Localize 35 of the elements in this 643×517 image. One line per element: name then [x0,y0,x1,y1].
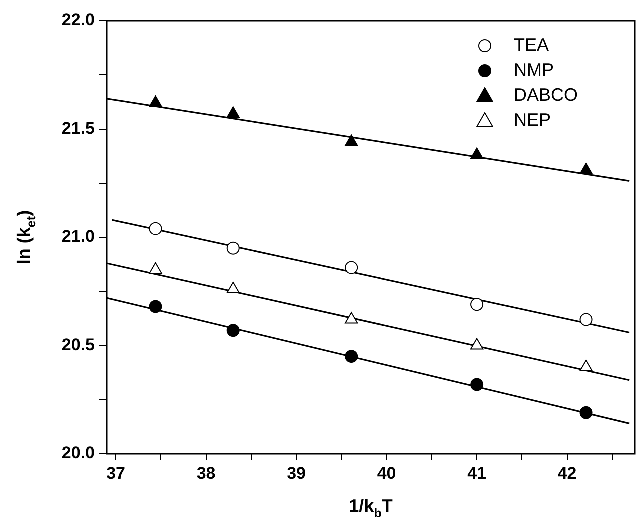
point [470,148,484,160]
x-tick-label: 37 [106,464,126,483]
legend-label: DABCO [514,84,578,105]
point [470,298,484,312]
point [226,242,240,255]
point [345,350,358,364]
point [470,378,484,392]
x-tick-label: 39 [287,464,306,483]
legend-label: NMP [514,60,554,80]
point [345,134,358,146]
legend-label: TEA [514,34,550,55]
x-tick-label: 38 [196,464,216,483]
point [149,300,162,314]
point [580,162,593,174]
point [580,406,593,420]
y-tick-label: 22.0 [62,10,95,30]
y-axis-title: ln (ket) [14,210,38,265]
x-tick-label: 41 [468,464,487,483]
point [580,313,593,326]
y-tick-label: 20.5 [62,335,95,354]
x-tick-label: 42 [558,464,577,483]
y-tick-label: 21.5 [62,118,95,138]
point [345,261,358,274]
point [226,106,240,118]
point [149,96,162,108]
x-tick-label: 40 [377,464,396,483]
text: 20.0 [62,444,95,463]
point [345,312,358,324]
legend-label: NEP [514,110,552,130]
point [149,222,162,236]
point [149,262,162,274]
point [226,282,240,294]
point [470,338,484,350]
y-tick-label: 21.0 [62,227,95,246]
point [226,324,240,338]
